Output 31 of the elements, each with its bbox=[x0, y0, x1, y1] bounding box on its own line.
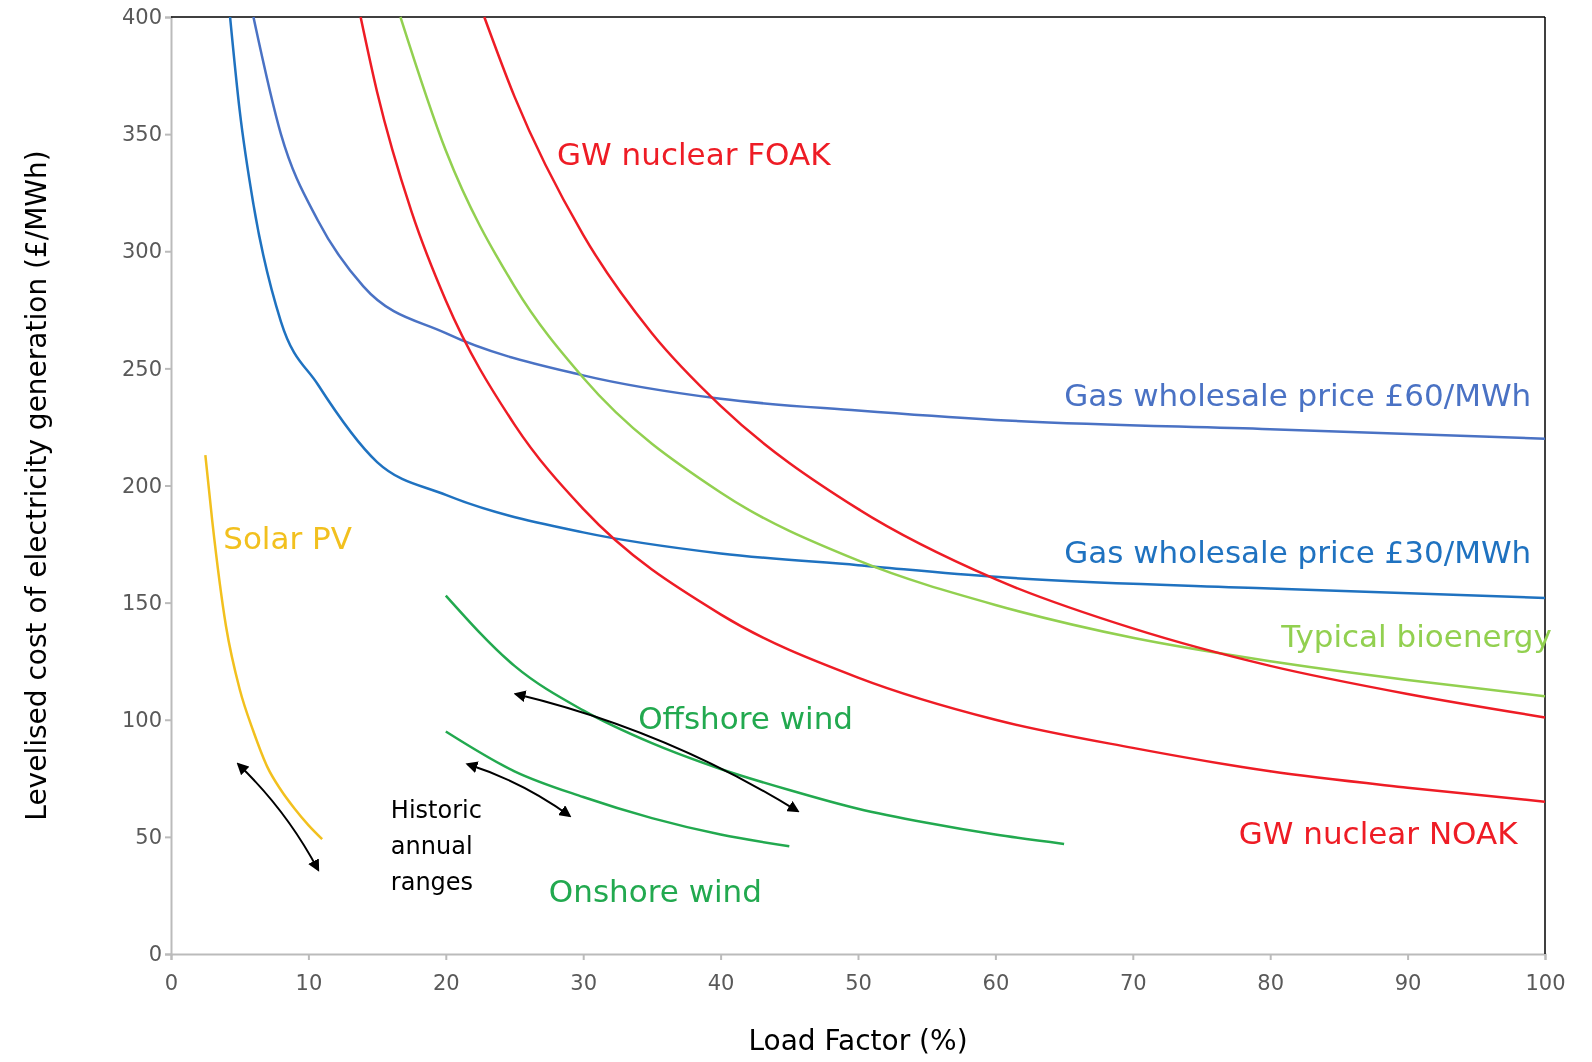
x-tick-label: 70 bbox=[1119, 971, 1147, 996]
y-tick-label: 300 bbox=[121, 239, 162, 264]
y-tick-label: 350 bbox=[121, 122, 162, 147]
annotation: Historic annual ranges bbox=[390, 796, 482, 897]
series-label: Gas wholesale price £30/MWh bbox=[1064, 533, 1532, 570]
x-tick-label: 20 bbox=[432, 971, 460, 996]
y-tick-label: 50 bbox=[135, 825, 162, 850]
y-axis-title: Levelised cost of electricity generation (£/MWh) bbox=[20, 150, 53, 821]
y-tick-label: 400 bbox=[121, 5, 162, 30]
y-tick-label: 200 bbox=[121, 473, 162, 498]
line-series bbox=[252, 15, 1547, 440]
series-label: Solar PV bbox=[223, 519, 352, 556]
series-label: GW nuclear NOAK bbox=[1238, 814, 1519, 851]
y-tick-label: 150 bbox=[121, 590, 162, 615]
series-label: GW nuclear FOAK bbox=[557, 135, 832, 172]
series-label: Gas wholesale price £60/MWh bbox=[1064, 376, 1532, 413]
y-tick-label: 100 bbox=[121, 707, 162, 732]
x-tick-label: 60 bbox=[982, 971, 1010, 996]
x-tick-label: 100 bbox=[1525, 971, 1566, 996]
series-label: Offshore wind bbox=[638, 700, 853, 737]
x-tick-label: 80 bbox=[1257, 971, 1285, 996]
y-tick-label: 0 bbox=[148, 942, 162, 967]
series-label: Onshore wind bbox=[548, 873, 762, 910]
x-tick-label: 0 bbox=[164, 971, 179, 996]
x-tick-label: 90 bbox=[1394, 971, 1422, 996]
x-tick-label: 40 bbox=[707, 971, 735, 996]
x-axis-title: Load Factor (%) bbox=[748, 1024, 968, 1057]
x-tick-label: 50 bbox=[845, 971, 872, 996]
x-tick-label: 30 bbox=[570, 971, 598, 996]
x-tick-label: 10 bbox=[295, 971, 323, 996]
y-tick-label: 250 bbox=[121, 356, 162, 381]
